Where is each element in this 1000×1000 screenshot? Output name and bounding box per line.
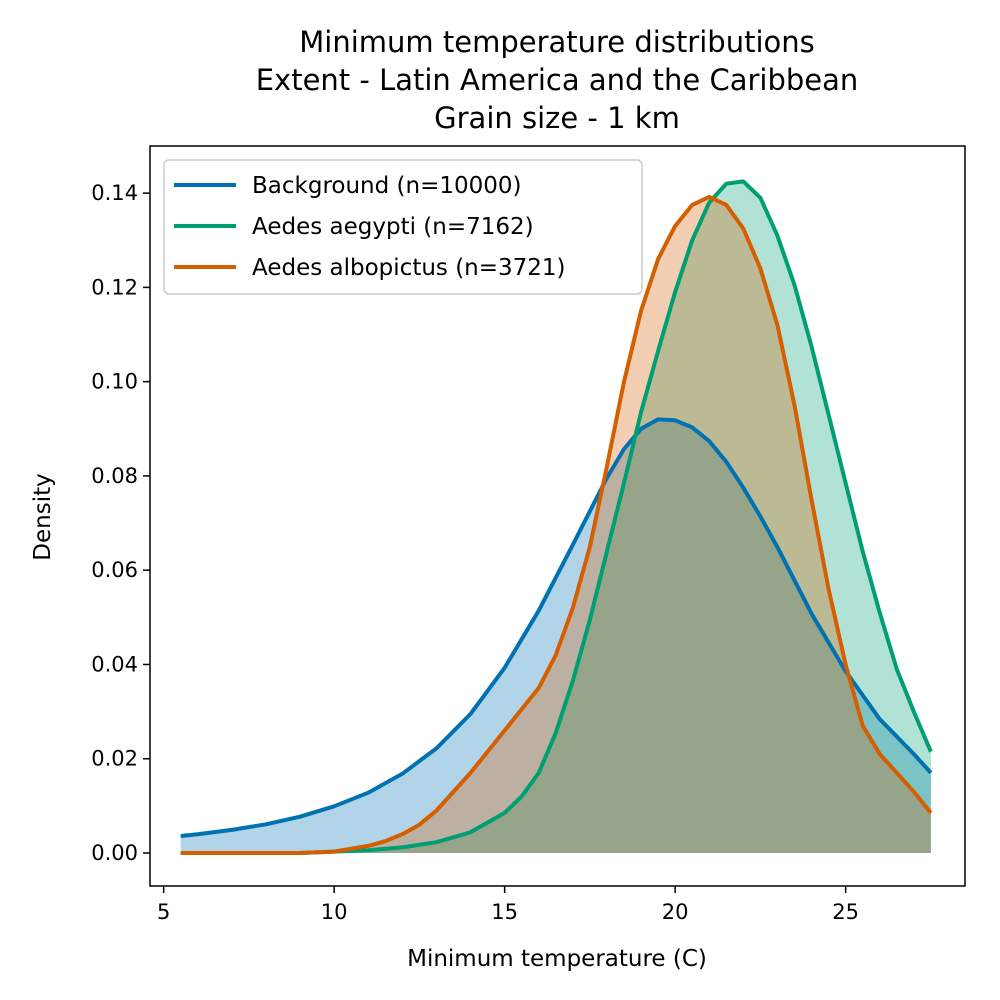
x-tick-label: 15 (491, 900, 518, 924)
chart-title-line-3: Grain size - 1 km (434, 101, 680, 135)
x-tick-label: 20 (662, 900, 689, 924)
chart-title: Minimum temperature distributions Extent… (256, 25, 859, 135)
series-fill-2 (180, 196, 931, 853)
chart-title-line-1: Minimum temperature distributions (299, 25, 815, 59)
series-line-0 (180, 417, 933, 838)
density-fills (180, 181, 931, 853)
series-line-1 (180, 179, 933, 855)
y-tick-label: 0.10 (91, 370, 138, 394)
y-tick-label: 0.12 (91, 275, 138, 299)
y-axis: 0.00 0.02 0.04 0.06 0.08 0.10 0.12 0.14 (91, 181, 150, 865)
chart-title-line-2: Extent - Latin America and the Caribbean (256, 63, 859, 97)
y-tick-label: 0.04 (91, 652, 138, 676)
x-tick-label: 25 (832, 900, 859, 924)
plot-area-frame (149, 145, 966, 887)
legend-label-1: Aedes aegypti (n=7162) (252, 214, 534, 240)
legend-label-0: Background (n=10000) (252, 173, 522, 199)
x-tick-label: 10 (321, 900, 348, 924)
y-tick-label: 0.08 (91, 464, 138, 488)
legend: Background (n=10000) Aedes aegypti (n=716… (163, 159, 643, 295)
series-fill-1 (180, 181, 931, 853)
density-lines (180, 179, 933, 855)
series-fill-0 (180, 419, 931, 853)
x-axis-label: Minimum temperature (C) (407, 946, 707, 972)
y-tick-label: 0.06 (91, 558, 138, 582)
legend-label-2: Aedes albopictus (n=3721) (252, 255, 566, 281)
y-axis-label: Density (30, 473, 56, 560)
y-tick-label: 0.00 (91, 841, 138, 865)
series-line-2 (180, 194, 933, 855)
legend-frame (163, 159, 643, 295)
y-tick-label: 0.14 (91, 181, 138, 205)
y-tick-label: 0.02 (91, 747, 138, 771)
x-axis: 5 10 15 20 25 (157, 886, 859, 924)
x-tick-label: 5 (157, 900, 170, 924)
